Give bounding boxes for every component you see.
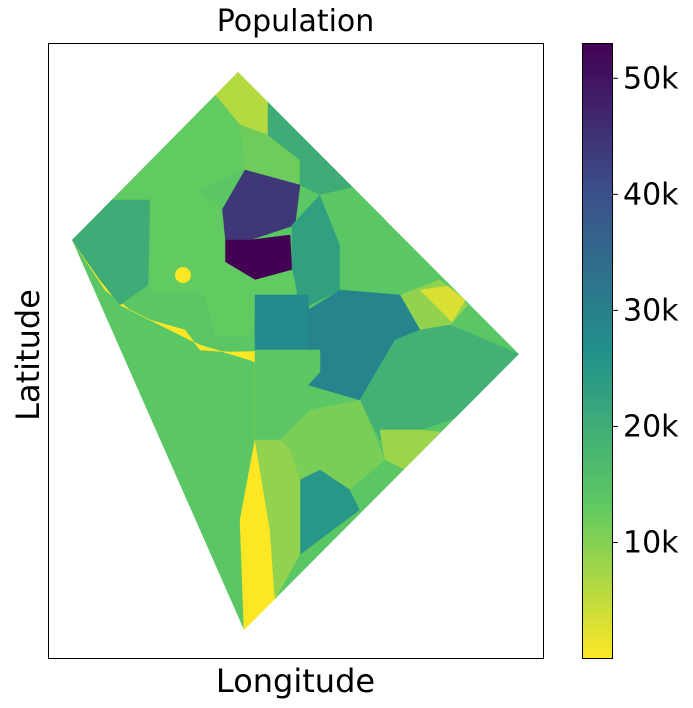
x-axis-label: Longitude bbox=[215, 662, 376, 700]
colorbar-tick-label: 30k bbox=[623, 293, 679, 328]
map-region bbox=[72, 239, 321, 630]
colorbar-tick-label: 40k bbox=[623, 177, 679, 212]
colorbar-tick-label: 20k bbox=[623, 409, 679, 444]
colorbar-tick-label: 10k bbox=[623, 525, 679, 560]
colorbar bbox=[582, 43, 613, 659]
reservoir-marker bbox=[175, 267, 191, 283]
colorbar-tick-label: 50k bbox=[623, 61, 679, 96]
plot-frame bbox=[48, 43, 544, 659]
map-region bbox=[419, 285, 466, 323]
chart-title: Population bbox=[216, 4, 375, 39]
map-region bbox=[72, 199, 151, 306]
map-regions bbox=[72, 72, 519, 630]
map-region bbox=[254, 439, 301, 601]
map-region bbox=[149, 189, 226, 296]
colorbar-ticks: 10k 20k 30k 40k 50k bbox=[612, 61, 679, 560]
